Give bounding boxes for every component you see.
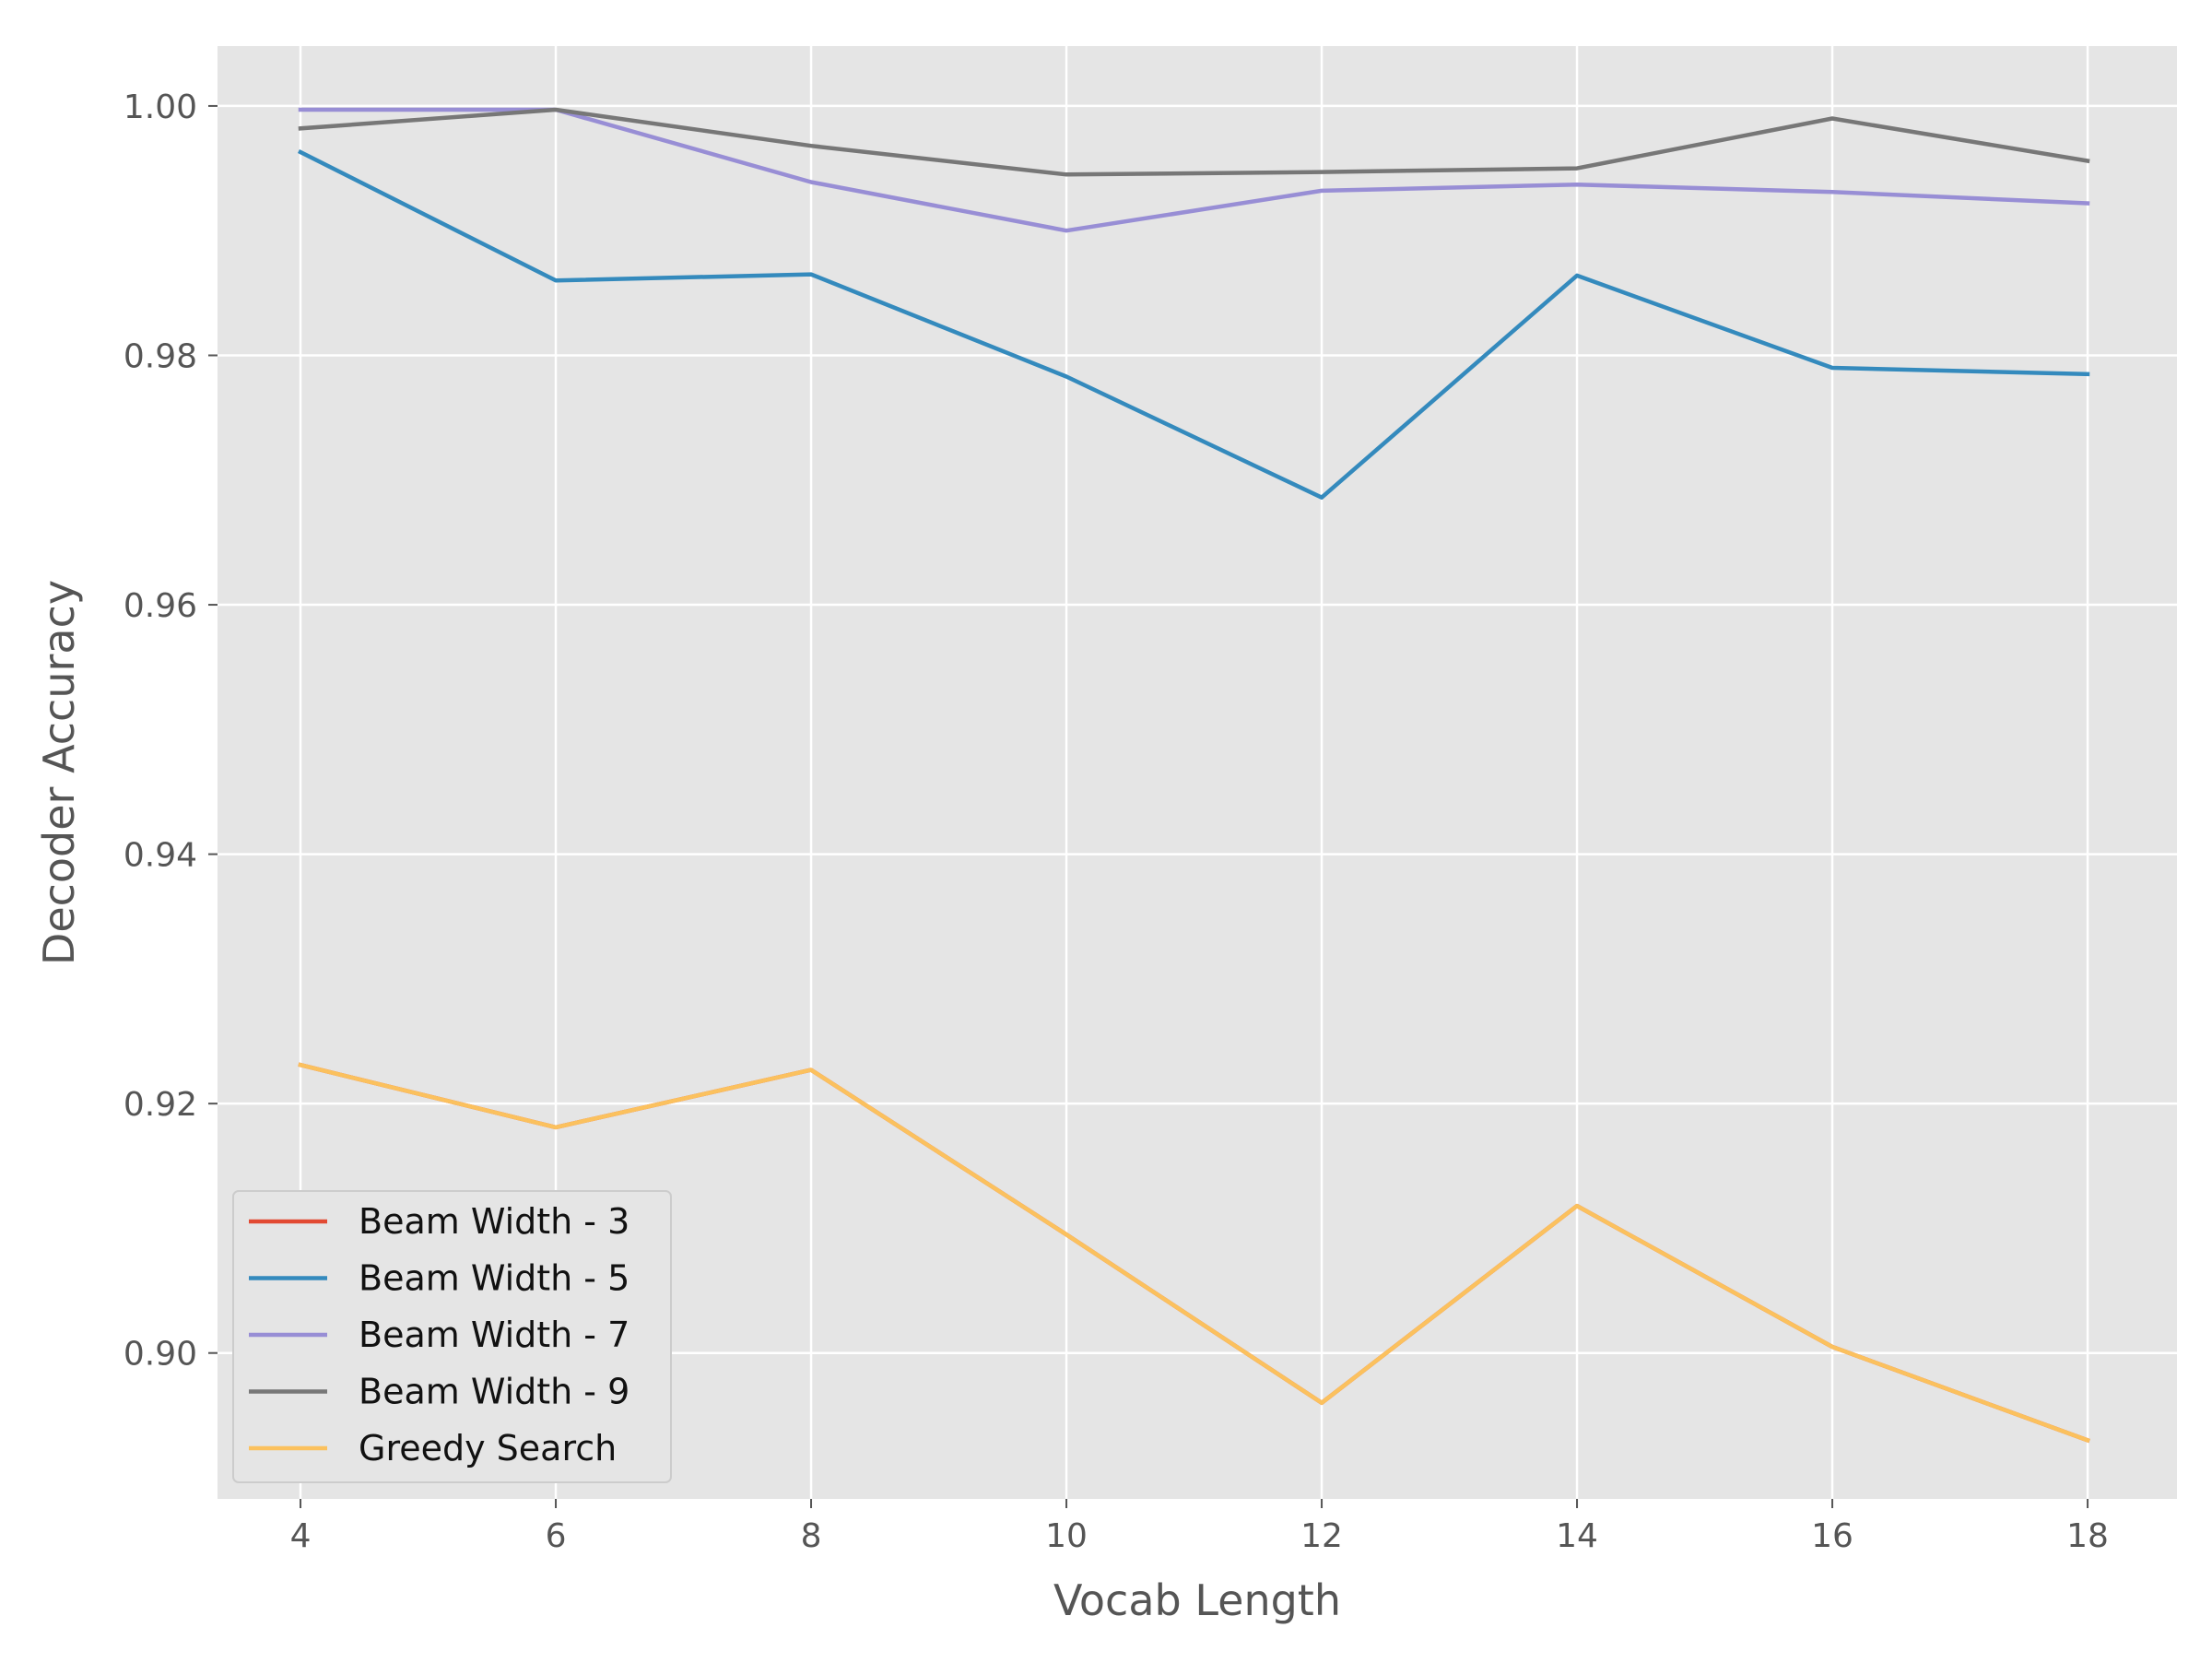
y-tick-label: 1.00: [124, 88, 197, 126]
axis-ticks: 4 6 8 10 12 14 16 18 0.90 0.92 0.94 0.96 0.98 1.00: [124, 88, 2109, 1555]
x-tick-label: 18: [2066, 1517, 2109, 1555]
legend-label-beam-width-7: Beam Width - 7: [359, 1315, 629, 1355]
x-tick-label: 6: [546, 1517, 567, 1555]
y-tick-label: 0.92: [124, 1086, 197, 1124]
legend-label-beam-width-5: Beam Width - 5: [359, 1258, 629, 1299]
x-tick-label: 4: [290, 1517, 312, 1555]
x-tick-label: 14: [1556, 1517, 1598, 1555]
y-tick-label: 0.98: [124, 337, 197, 375]
x-axis-label: Vocab Length: [1053, 1575, 1341, 1625]
legend-label-greedy-search: Greedy Search: [359, 1428, 617, 1468]
series-lines: [297, 107, 2090, 1444]
legend: Beam Width - 3 Beam Width - 5 Beam Width -…: [232, 1190, 672, 1483]
legend-label-beam-width-9: Beam Width - 9: [359, 1372, 629, 1412]
x-tick-label: 10: [1045, 1517, 1088, 1555]
legend-box: [232, 1190, 672, 1483]
series-line-greedy-search: [298, 1062, 2090, 1444]
y-tick-label: 0.96: [124, 587, 197, 625]
series-line-beam-width-5: [297, 148, 2090, 500]
x-tick-label: 12: [1300, 1517, 1343, 1555]
y-axis-label: Decoder Accuracy: [34, 580, 84, 965]
series-line-beam-width-7: [298, 107, 2090, 233]
x-tick-label: 16: [1811, 1517, 1853, 1555]
y-tick-label: 0.90: [124, 1336, 197, 1374]
y-tick-label: 0.94: [124, 837, 197, 875]
series-line-beam-width-9: [298, 107, 2090, 177]
legend-label-beam-width-3: Beam Width - 3: [359, 1201, 629, 1242]
x-tick-label: 8: [801, 1517, 822, 1555]
